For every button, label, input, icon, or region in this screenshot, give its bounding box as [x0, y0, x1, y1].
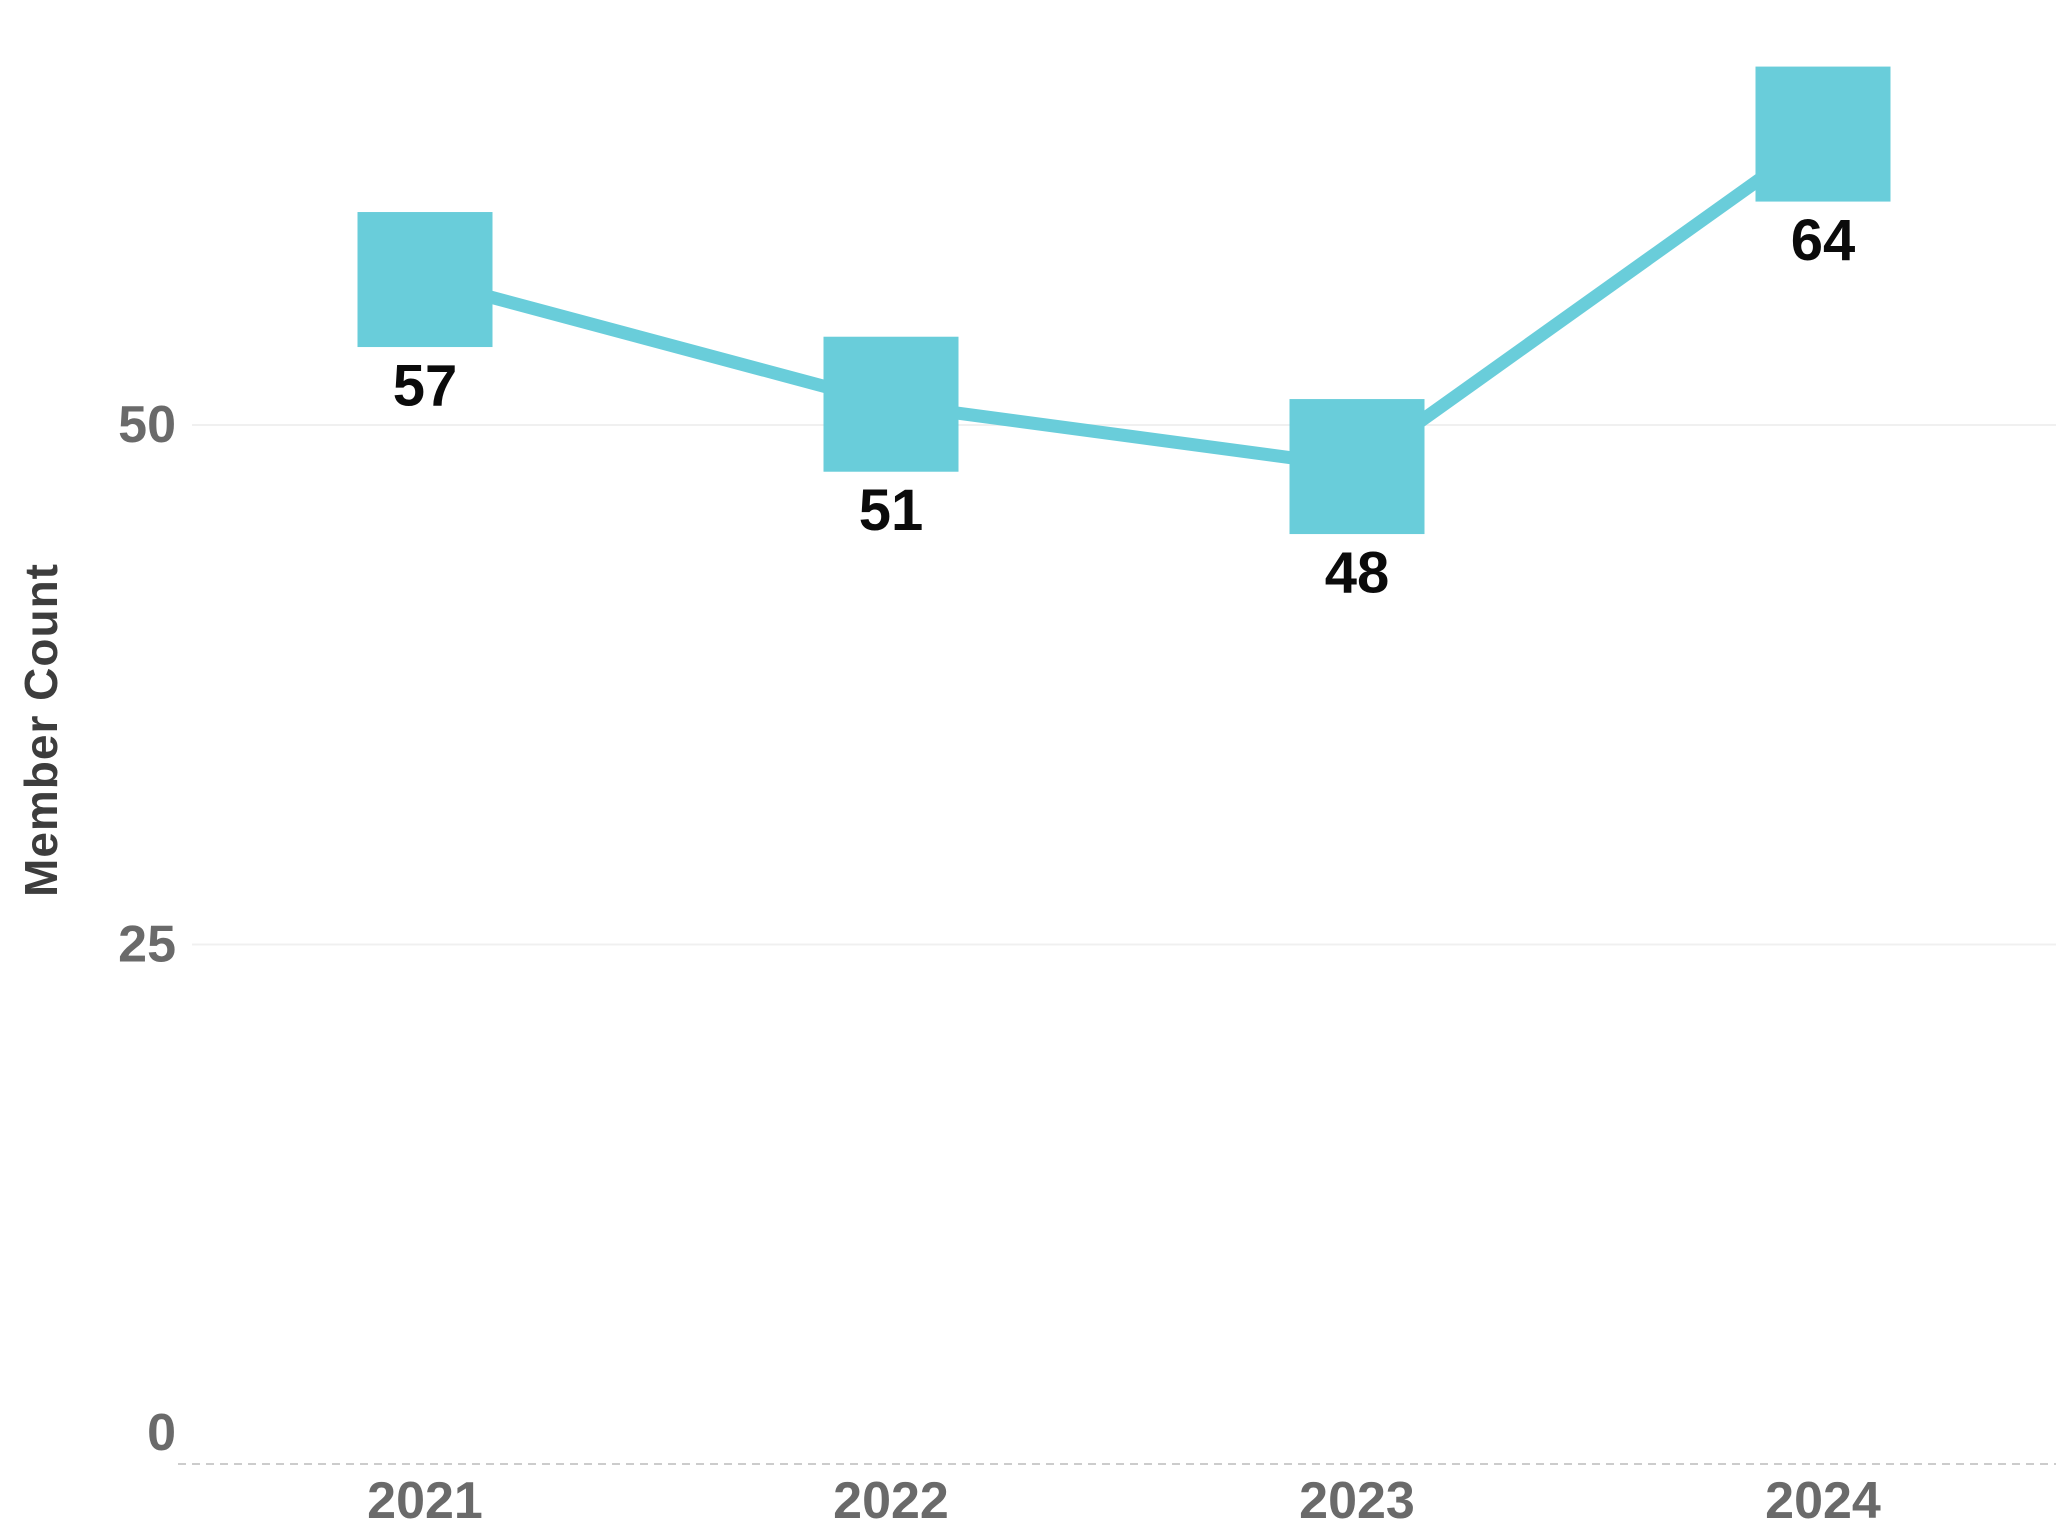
x-tick-label-2023: 2023 — [1299, 1472, 1415, 1530]
x-tick-label-2021: 2021 — [367, 1472, 483, 1530]
data-point-marker-2021[interactable] — [357, 212, 493, 348]
series-line — [423, 128, 1827, 474]
x-tick-label-2022: 2022 — [833, 1472, 949, 1530]
data-point-label-2023: 48 — [1325, 541, 1390, 606]
data-point-label-2022: 51 — [859, 478, 924, 543]
y-tick-label-50: 50 — [118, 396, 176, 454]
data-point-marker-2023[interactable] — [1289, 399, 1425, 535]
y-tick-label-25: 25 — [118, 916, 176, 974]
data-point-marker-2024[interactable] — [1755, 66, 1891, 202]
data-point-label-2021: 57 — [393, 354, 458, 419]
x-tick-label-2024: 2024 — [1765, 1472, 1881, 1530]
data-point-marker-2022[interactable] — [823, 336, 959, 472]
y-tick-label-0: 0 — [147, 1404, 176, 1462]
data-point-label-2024: 64 — [1791, 208, 1856, 273]
